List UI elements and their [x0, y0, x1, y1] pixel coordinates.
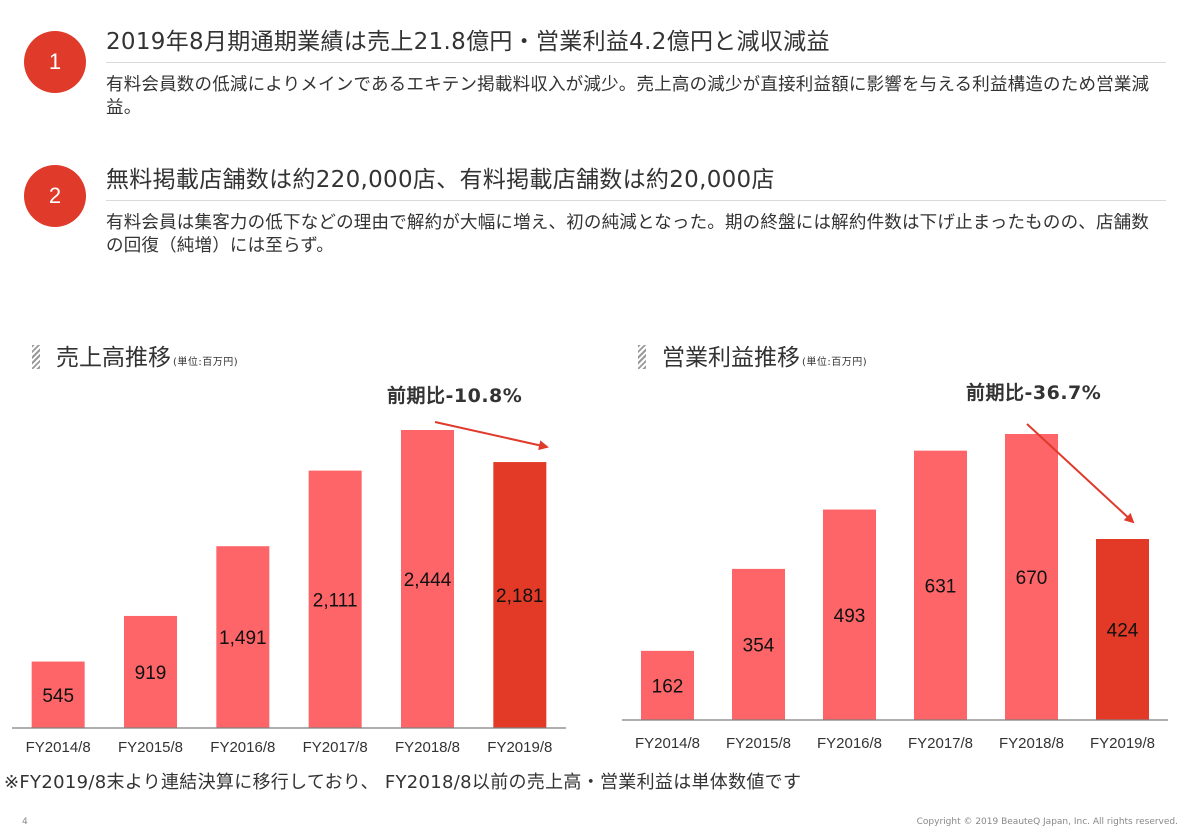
chart-bar [31, 661, 85, 728]
bar-value-label: 545 [42, 686, 74, 707]
chart-bar [493, 462, 547, 728]
chart-bar [216, 546, 270, 728]
point-heading: 無料掲載店舗数は約220,000店、有料掲載店舗数は約20,000店 [106, 167, 775, 193]
chart-bar [1005, 434, 1058, 720]
bar-value-label: 631 [925, 576, 957, 597]
sales-chart-title: 売上高推移 (単位:百万円) [32, 338, 238, 372]
x-tick-label: FY2015/8 [726, 735, 791, 752]
sales-change-ratio: 前期比-10.8% [387, 385, 523, 407]
x-tick-label: FY2019/8 [1090, 735, 1155, 752]
bar-value-label: 670 [1016, 568, 1048, 589]
x-tick-label: FY2015/8 [118, 739, 183, 756]
x-tick-label: FY2014/8 [26, 739, 91, 756]
hatch-icon [32, 345, 40, 369]
chart-bar [641, 650, 694, 720]
point-description: 有料会員は集客力の低下などの理由で解約が大幅に増え、初の純減となった。期の終盤に… [106, 213, 1150, 256]
chart-unit-label: (単位:百万円) [802, 357, 868, 368]
footnote: ※FY2019/8末より連結決算に移行しており、 FY2018/8以前の売上高・… [4, 772, 802, 793]
chart-bar [732, 568, 785, 720]
chart-unit-label: (単位:百万円) [173, 357, 239, 368]
chart-bar [308, 470, 362, 728]
divider [106, 62, 1166, 63]
x-tick-label: FY2014/8 [635, 735, 700, 752]
point-description: 有料会員数の低減によりメインであるエキテン掲載料収入が減少。売上高の減少が直接利… [106, 75, 1150, 118]
chart-bar [914, 450, 967, 720]
profit-change-ratio: 前期比-36.7% [966, 382, 1102, 404]
divider [106, 200, 1166, 201]
bar-value-label: 2,111 [313, 590, 358, 611]
x-tick-label: FY2017/8 [303, 739, 368, 756]
x-tick-label: FY2016/8 [817, 735, 882, 752]
x-tick-label: FY2019/8 [487, 739, 552, 756]
x-tick-label: FY2016/8 [210, 739, 275, 756]
bar-value-label: 354 [743, 635, 775, 656]
bar-value-label: 162 [652, 676, 684, 697]
chart-bar [124, 615, 177, 728]
profit-chart-title: 営業利益推移 (単位:百万円) [638, 338, 867, 372]
chart-title-text: 売上高推移 [56, 345, 171, 371]
point-number-badge: 2 [24, 165, 86, 227]
bar-value-label: 2,181 [496, 586, 544, 607]
chart-title-text: 営業利益推移 [662, 345, 800, 371]
page-number: 4 [22, 817, 28, 827]
bar-value-label: 2,444 [404, 570, 452, 591]
x-tick-label: FY2017/8 [908, 735, 973, 752]
bar-value-label: 919 [135, 663, 167, 684]
bar-value-label: 424 [1107, 621, 1139, 642]
point-heading: 2019年8月期通期業績は売上21.8億円・営業利益4.2億円と減収減益 [106, 29, 830, 55]
chart-bar [401, 430, 454, 728]
copyright: Copyright © 2019 BeauteQ Japan, Inc. All… [916, 817, 1178, 827]
bar-value-label: 1,491 [219, 628, 267, 649]
hatch-icon [638, 345, 646, 369]
x-tick-label: FY2018/8 [395, 739, 460, 756]
chart-bar [1096, 539, 1149, 720]
bar-value-label: 493 [834, 606, 866, 627]
x-tick-label: FY2018/8 [999, 735, 1064, 752]
chart-bar [823, 509, 876, 720]
decline-arrow [434, 421, 549, 451]
point-number-badge: 1 [24, 31, 86, 93]
decline-arrow [1026, 423, 1135, 524]
